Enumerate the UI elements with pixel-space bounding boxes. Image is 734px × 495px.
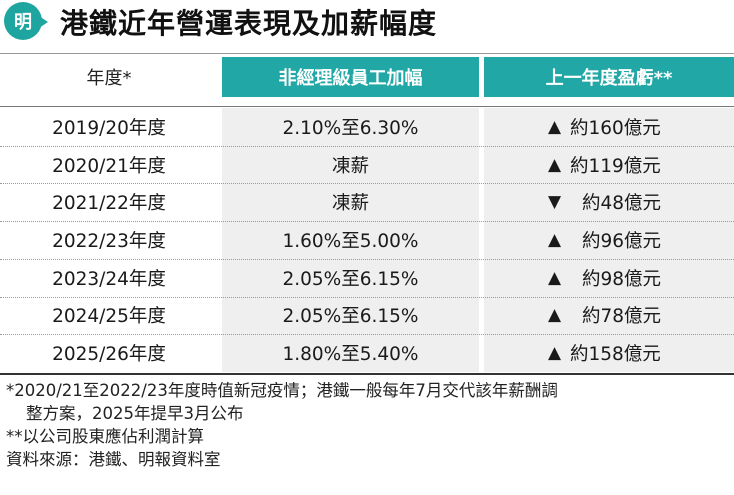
table-row: 2019/20年度 2.10%至6.30% ▲ 約160億元 <box>0 108 734 146</box>
cell-year: 2024/25年度 <box>52 306 166 328</box>
profit-value: 約48億元 <box>582 193 662 215</box>
cell-year: 2021/22年度 <box>52 193 166 215</box>
up-triangle-icon: ▲ <box>548 343 562 364</box>
row-separator <box>0 221 734 223</box>
table-row: 2021/22年度 凍薪 ▼ 約48億元 <box>0 183 734 221</box>
mingpao-logo: 明 <box>4 2 42 40</box>
up-triangle-icon: ▲ <box>548 154 562 175</box>
source-note: 資料來源：港鐵、明報資料室 <box>6 450 221 469</box>
cell-profit: ▲ 約78億元 <box>548 297 734 335</box>
profit-value: 約158億元 <box>570 344 661 366</box>
profit-column-background <box>484 108 734 372</box>
up-triangle-icon: ▲ <box>548 116 562 137</box>
row-separator <box>0 145 734 147</box>
header-top-rule <box>0 53 734 54</box>
page-title: 港鐵近年營運表現及加薪幅度 <box>60 7 438 40</box>
table-header: 年度* 非經理級員工加幅 上一年度盈虧** <box>0 57 734 97</box>
footnote-1-cont: 整方案，2025年提早3月公布 <box>26 404 244 423</box>
footnote-2: **以公司股東應佔利潤計算 <box>6 427 204 446</box>
column-header-year: 年度* <box>86 68 132 89</box>
footnote-1: *2020/21至2022/23年度時值新冠疫情；港鐵一般每年7月交代該年薪酬調 <box>6 381 558 400</box>
cell-raise: 凍薪 <box>331 193 369 215</box>
logo-char: 明 <box>14 12 32 33</box>
title-bar: 明 港鐵近年營運表現及加薪幅度 <box>0 0 734 44</box>
cell-year: 2019/20年度 <box>52 117 166 139</box>
up-triangle-icon: ▲ <box>548 305 562 326</box>
table-top-rule <box>0 106 734 107</box>
cell-raise: 1.80%至5.40% <box>282 344 419 366</box>
table-row: 2020/21年度 凍薪 ▲ 約119億元 <box>0 146 734 184</box>
table-row: 2024/25年度 2.05%至6.15% ▲ 約78億元 <box>0 297 734 335</box>
cell-raise: 1.60%至5.00% <box>282 230 419 252</box>
row-separator <box>0 258 734 260</box>
profit-value: 約119億元 <box>570 155 661 177</box>
cell-year: 2023/24年度 <box>52 268 166 290</box>
profit-value: 約96億元 <box>582 230 662 252</box>
cell-profit: ▲ 約96億元 <box>548 221 734 259</box>
cell-year: 2025/26年度 <box>52 344 166 366</box>
cell-profit: ▲ 約158億元 <box>548 334 734 372</box>
cell-profit: ▲ 約119億元 <box>548 146 734 184</box>
table-row: 2023/24年度 2.05%至6.15% ▲ 約98億元 <box>0 259 734 297</box>
cell-year: 2020/21年度 <box>52 155 166 177</box>
up-triangle-icon: ▲ <box>548 229 562 250</box>
column-header-profit: 上一年度盈虧** <box>484 57 734 97</box>
logo-tail-icon <box>36 14 48 30</box>
cell-profit: ▲ 約98億元 <box>548 259 734 297</box>
cell-year: 2022/23年度 <box>52 230 166 252</box>
column-header-raise: 非經理級員工加幅 <box>222 57 479 97</box>
footnotes: *2020/21至2022/23年度時值新冠疫情；港鐵一般每年7月交代該年薪酬調… <box>6 379 734 471</box>
profit-value: 約78億元 <box>582 306 662 328</box>
profit-value: 約160億元 <box>570 117 661 139</box>
raise-column-background <box>222 108 479 372</box>
cell-raise: 2.10%至6.30% <box>282 117 419 139</box>
cell-raise: 2.05%至6.15% <box>282 268 419 290</box>
row-separator <box>0 183 734 185</box>
up-triangle-icon: ▲ <box>548 267 562 288</box>
profit-value: 約98億元 <box>582 268 662 290</box>
table-row: 2022/23年度 1.60%至5.00% ▲ 約96億元 <box>0 221 734 259</box>
down-triangle-icon: ▼ <box>548 192 562 213</box>
cell-raise: 2.05%至6.15% <box>282 306 419 328</box>
cell-profit: ▼ 約48億元 <box>548 183 734 221</box>
table-bottom-rule <box>0 373 734 375</box>
cell-raise: 凍薪 <box>331 155 369 177</box>
table-row: 2025/26年度 1.80%至5.40% ▲ 約158億元 <box>0 334 734 372</box>
row-separator <box>0 334 734 336</box>
row-separator <box>0 296 734 298</box>
cell-profit: ▲ 約160億元 <box>548 108 734 146</box>
